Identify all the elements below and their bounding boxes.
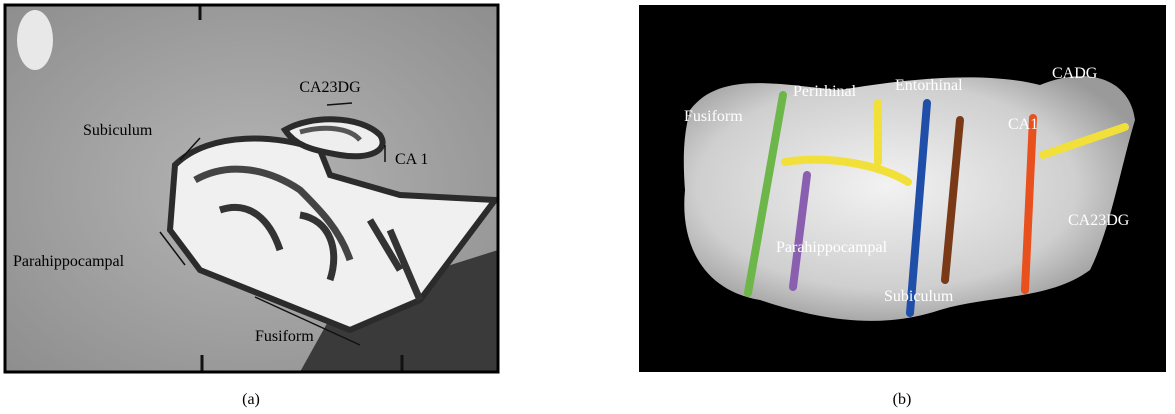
region-label: CA23DG [1068,212,1130,229]
panel-caption: (b) [893,391,912,408]
region-label: CADG [1052,65,1098,82]
region-label: CA1 [1008,116,1038,133]
region-label: Parahippocampal [776,239,888,256]
region-label: CA23DG [299,79,361,96]
region-label: Subiculum [884,288,954,305]
mri-image-b [639,5,1166,372]
region-label: CA 1 [395,151,428,168]
figure: CA23DG Subiculum CA 1 Parahippocampal Fusifo… [0,0,1175,414]
panel-caption: (a) [242,391,260,408]
mri-image-a [5,5,498,372]
region-label: Perirhinal [793,83,857,100]
region-label: Fusiform [684,108,743,125]
region-label: Parahippocampal [13,253,125,270]
region-label: Entorhinal [895,77,963,94]
region-label: Fusiform [255,328,314,345]
region-label: Subiculum [83,122,153,139]
page: CA23DG Subiculum CA 1 Parahippocampal Fusifo… [0,0,1175,414]
